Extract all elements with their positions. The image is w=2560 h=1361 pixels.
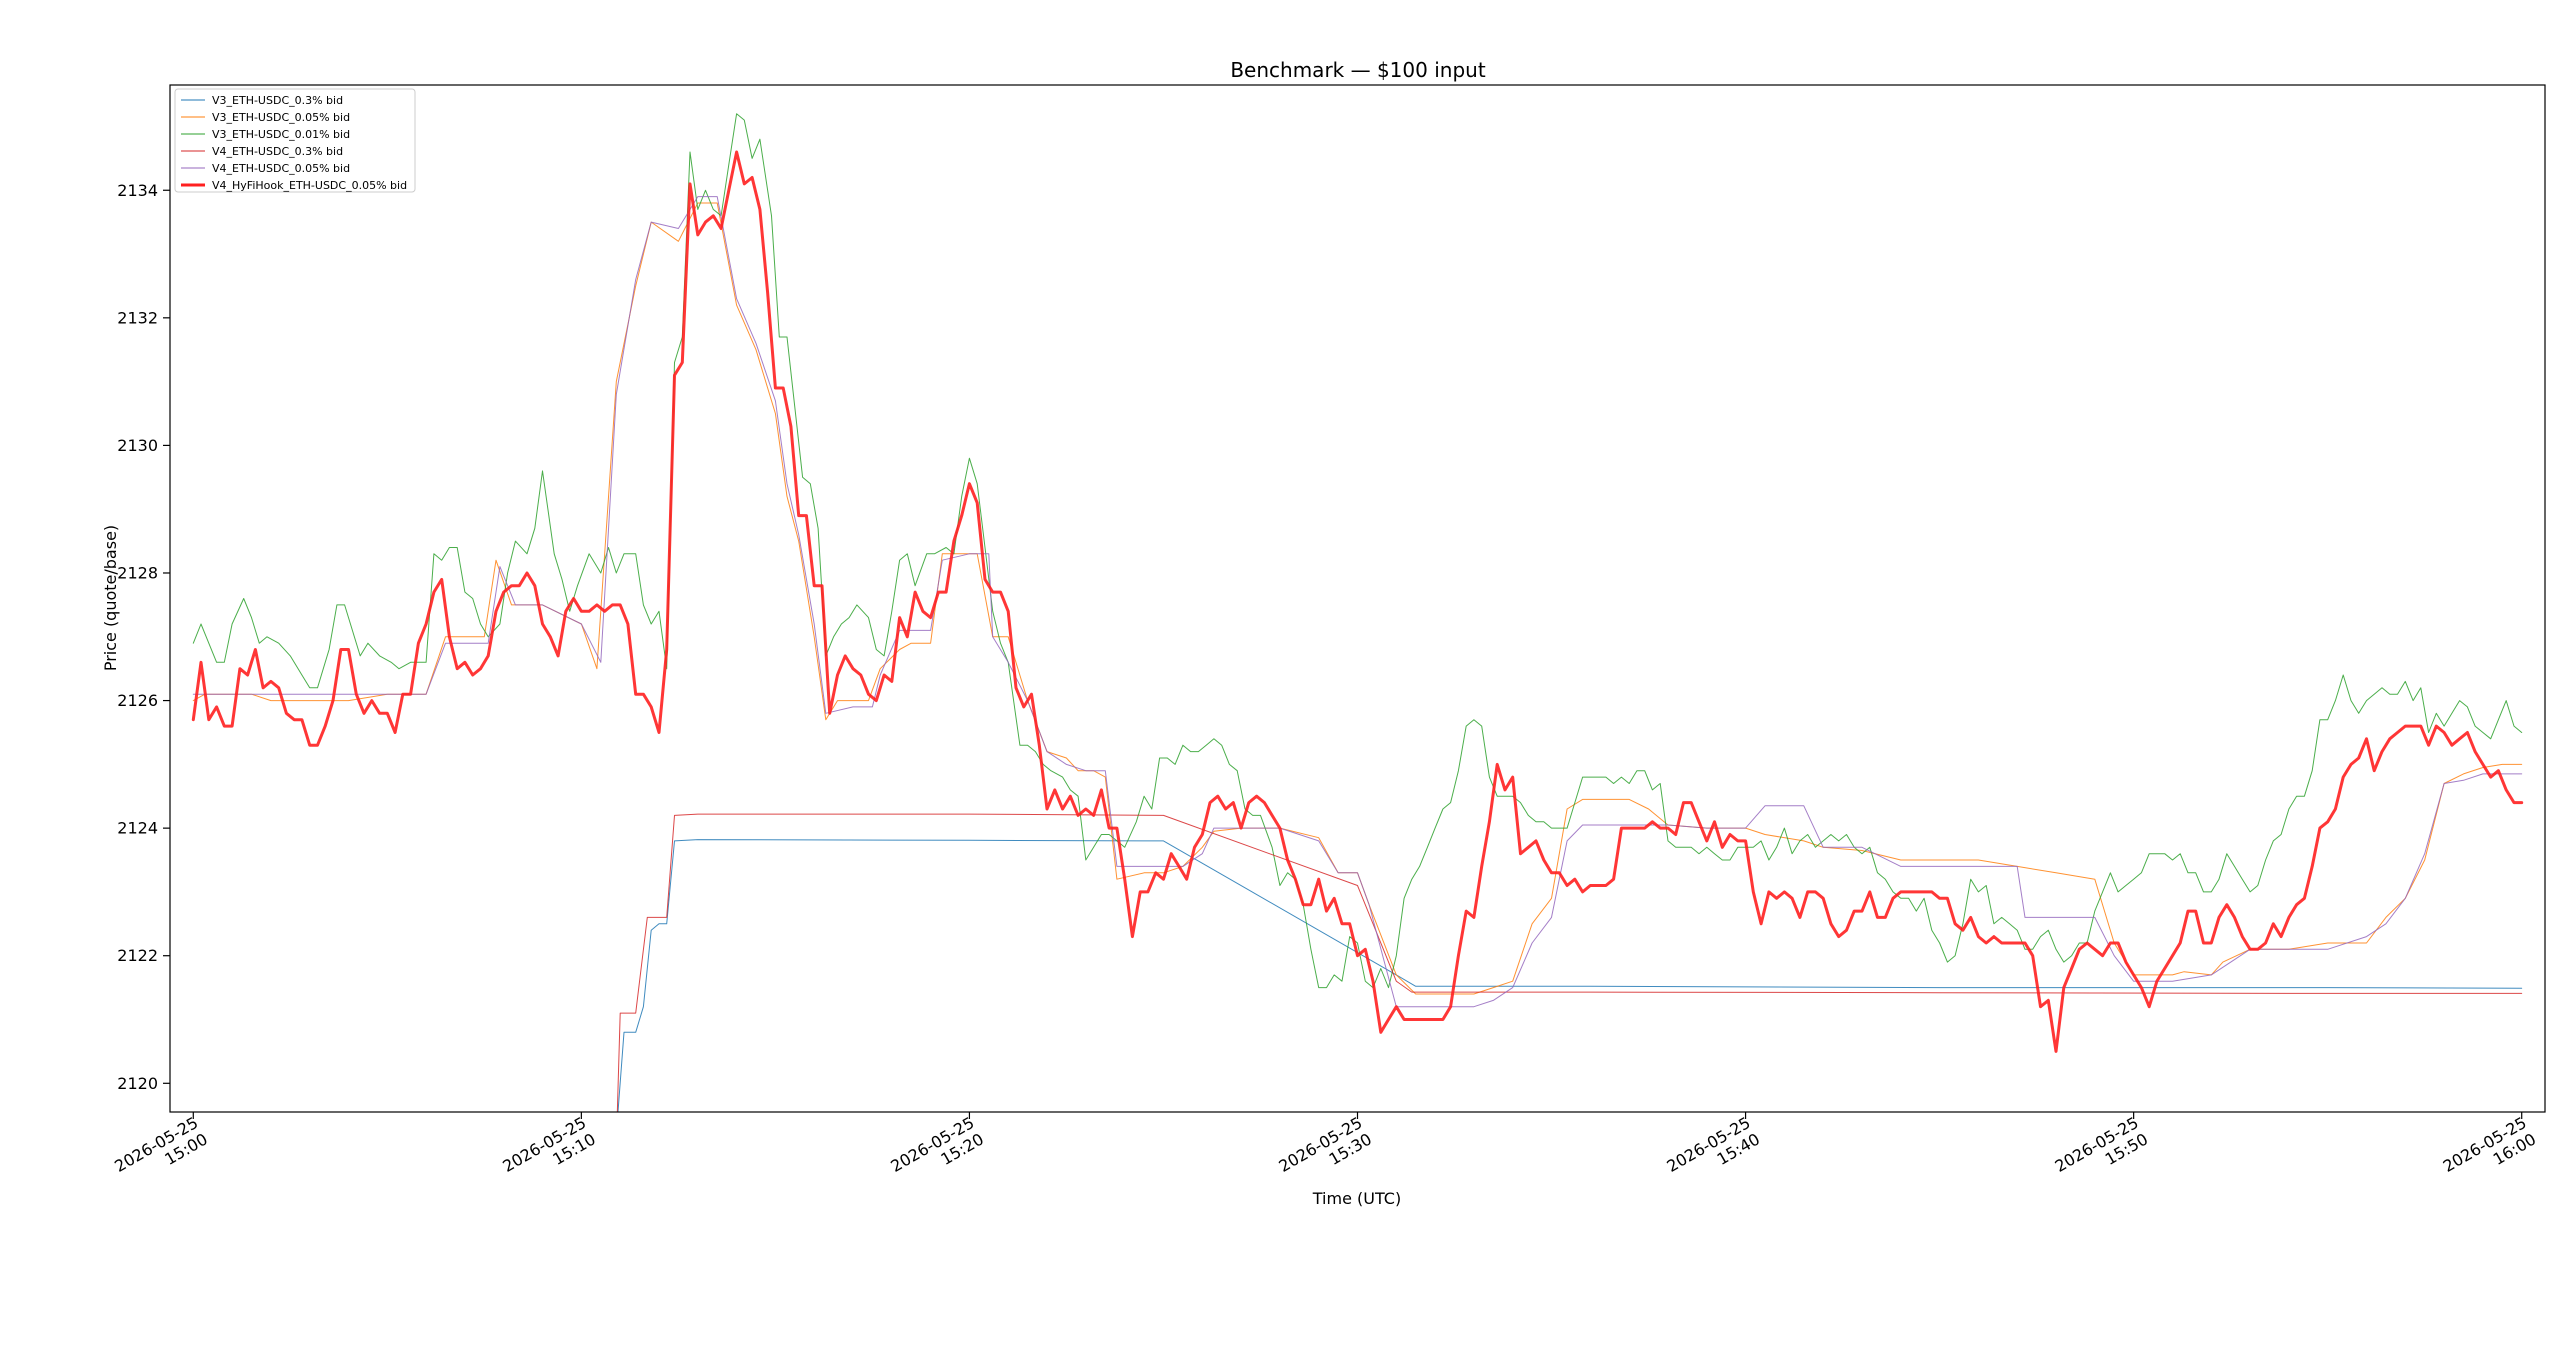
series-line-2 (192, 202, 2523, 995)
chart-title: Benchmark — $100 input (1230, 58, 1485, 82)
series-line-1 (617, 839, 2523, 1112)
plot-frame (169, 84, 2546, 1113)
series-layer (191, 113, 2524, 1112)
legend-label: V4_ETH-USDC_0.05% bid (212, 162, 350, 175)
y-tick-label: 2120 (117, 1074, 158, 1093)
plot-area (169, 84, 2546, 1113)
legend-label: V4_ETH-USDC_0.3% bid (212, 145, 343, 158)
x-axis-title: Time (UTC) (1312, 1189, 1401, 1208)
legend-box (174, 88, 416, 193)
y-tick-label: 2122 (117, 946, 158, 965)
legend-entries: V3_ETH-USDC_0.3% bid V3_ETH-USDC_0.05% bi… (181, 94, 407, 192)
series-line-3 (192, 113, 2523, 989)
y-tick-label: 2124 (117, 819, 158, 838)
y-tick-label: 2130 (117, 436, 158, 455)
y-axis-title: Price (quote/base) (101, 525, 120, 671)
y-axis: 2120 2122 2124 2126 2128 2130 2132 2134 (117, 181, 170, 1093)
legend: V3_ETH-USDC_0.3% bid V3_ETH-USDC_0.05% bi… (174, 88, 416, 193)
y-tick-label: 2132 (117, 308, 158, 327)
y-tick-label: 2128 (117, 563, 158, 582)
legend-label: V4_HyFiHook_ETH-USDC_0.05% bid (212, 179, 407, 192)
legend-label: V3_ETH-USDC_0.01% bid (212, 128, 350, 141)
series-line-4 (616, 813, 2523, 1112)
legend-label: V3_ETH-USDC_0.3% bid (212, 94, 343, 107)
legend-label: V3_ETH-USDC_0.05% bid (212, 111, 350, 124)
y-tick-label: 2134 (117, 181, 158, 200)
series-line-6 (191, 150, 2524, 1053)
y-tick-label: 2126 (117, 691, 158, 710)
